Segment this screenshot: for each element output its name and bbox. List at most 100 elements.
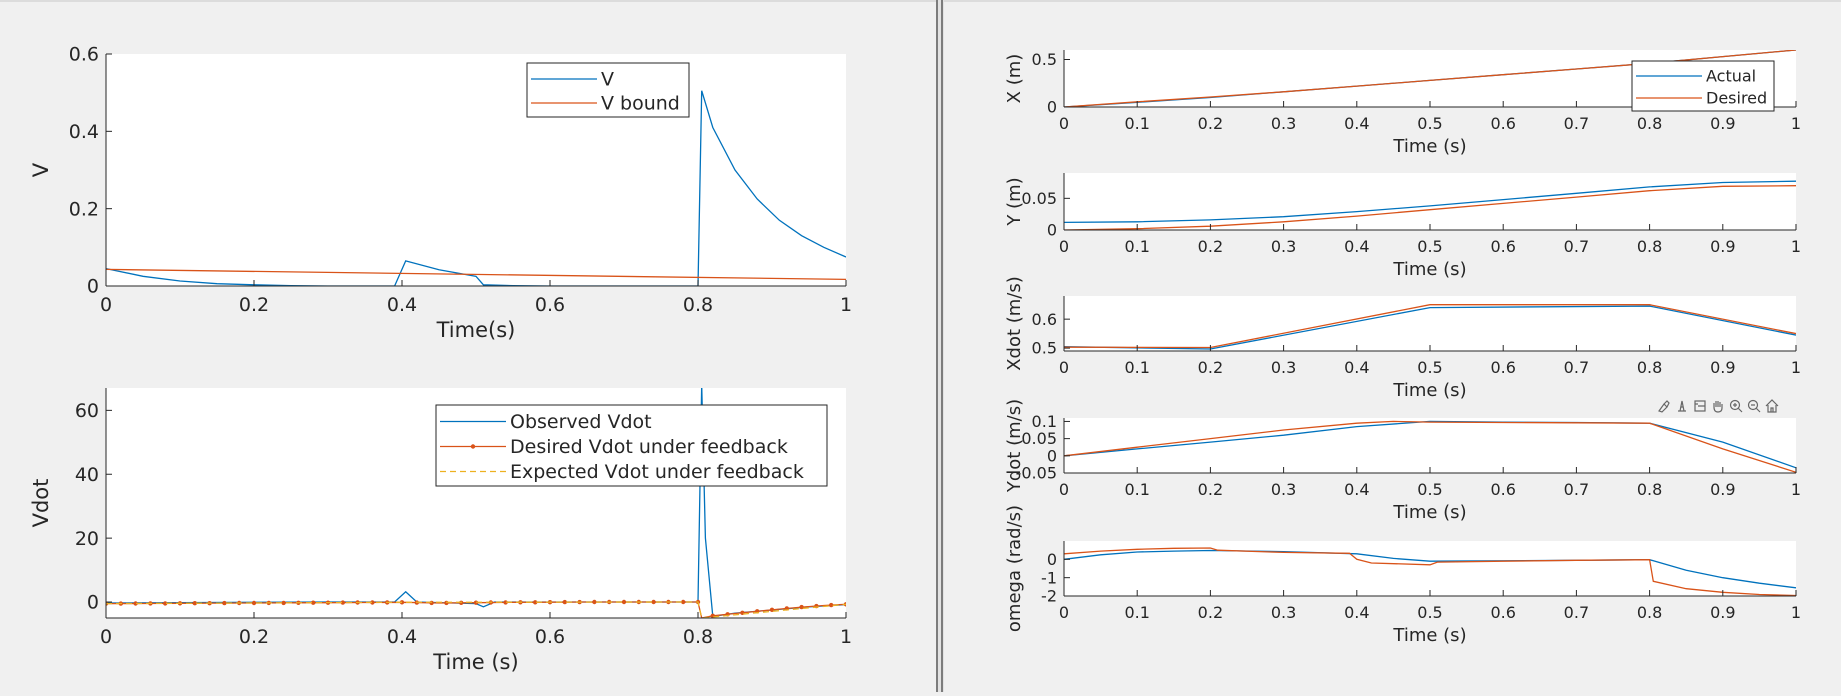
- x-tick-label: 0.8: [683, 294, 713, 316]
- y-plot[interactable]: 0 0.1 0.2 0.3 0.4 0.5 0.6 0.7 0.8 0.9 1 0 0.05 Time (…: [1004, 173, 1801, 280]
- x-tick-label: 1: [1791, 358, 1801, 377]
- x-tick-label: 0.4: [1344, 237, 1369, 256]
- x-tick-label: 0: [1059, 603, 1069, 622]
- omega-plot[interactable]: 0 0.1 0.2 0.3 0.4 0.5 0.6 0.7 0.8 0.9 1 -2-10 Time (…: [1004, 505, 1801, 646]
- series-marker: [503, 600, 508, 605]
- x-tick-label: 0.5: [1417, 480, 1442, 499]
- plot-area[interactable]: [106, 54, 846, 286]
- x-axis-label: Time (s): [1392, 136, 1466, 157]
- zoom-out-icon[interactable]: [1746, 398, 1762, 414]
- home-icon[interactable]: [1764, 398, 1780, 414]
- y-axis-label: Xdot (m/s): [1004, 276, 1025, 371]
- series-marker: [651, 599, 656, 605]
- x-tick-label: 0.6: [1490, 358, 1515, 377]
- y-tick-label: 0.5: [1032, 50, 1057, 69]
- x-tick-label: 0.6: [1490, 603, 1515, 622]
- x-axis-label: Time (s): [1392, 625, 1466, 646]
- x-tick-label: 0.9: [1710, 603, 1735, 622]
- x-tick-label: 0.6: [535, 294, 565, 316]
- export-icon[interactable]: [1692, 398, 1708, 414]
- x-tick-label: 0.2: [1198, 358, 1223, 377]
- y-tick-label: -2: [1041, 587, 1057, 606]
- legend-entry: Desired: [1706, 89, 1767, 108]
- y-tick-label: 0: [1047, 550, 1057, 569]
- series-marker: [829, 602, 834, 608]
- series-marker: [281, 600, 286, 606]
- y-tick-label: 0.4: [69, 121, 99, 143]
- y-tick-label: 0.6: [69, 44, 99, 66]
- legend-entry: Expected Vdot under feedback: [510, 461, 804, 483]
- x-tick-label: 0.5: [1417, 114, 1442, 133]
- x-plot[interactable]: 0 0.1 0.2 0.3 0.4 0.5 0.6 0.7 0.8 0.9 1 0 0.5 Time (s…: [1004, 50, 1801, 157]
- ydot-plot[interactable]: 0 0.1 0.2 0.3 0.4 0.5 0.6 0.7 0.8 0.9 1-0.0500.050…: [1004, 399, 1801, 523]
- y-tick-label: 0.1: [1032, 412, 1057, 431]
- brush-icon[interactable]: [1656, 398, 1672, 414]
- series-marker: [681, 599, 686, 605]
- window-divider[interactable]: [936, 0, 944, 692]
- legend-entry: Observed Vdot: [510, 411, 652, 433]
- x-tick-label: 0.8: [1637, 358, 1662, 377]
- x-tick-label: 0.5: [1417, 358, 1442, 377]
- x-tick-label: 0.8: [1637, 114, 1662, 133]
- legend-entry: V: [601, 69, 614, 91]
- y-axis-label: Vdot: [29, 479, 53, 528]
- pan-icon[interactable]: [1710, 398, 1726, 414]
- x-tick-label: 0.3: [1271, 358, 1296, 377]
- y-tick-label: 0.05: [1021, 429, 1057, 448]
- x-tick-label: 0.2: [239, 294, 269, 316]
- y-tick-label: 40: [75, 464, 99, 486]
- series-group: [1064, 420, 1796, 473]
- plot-area[interactable]: [1064, 541, 1796, 596]
- x-tick-label: 0.4: [387, 294, 417, 316]
- x-axis-label: Time(s): [436, 318, 516, 342]
- series-line-expected-vdot-under-feedback: [106, 601, 846, 618]
- y-tick-label: 0: [87, 592, 99, 614]
- x-tick-label: 0.1: [1124, 358, 1149, 377]
- series-line-1: [1064, 420, 1796, 469]
- x-axis-label: Time (s): [1392, 259, 1466, 280]
- data-tips-icon[interactable]: [1674, 398, 1690, 414]
- x-tick-label: 0.3: [1271, 480, 1296, 499]
- x-tick-label: 0.3: [1271, 114, 1296, 133]
- x-tick-label: 0.8: [1637, 480, 1662, 499]
- series-marker: [222, 600, 227, 606]
- x-axis-label: Time (s): [432, 650, 518, 674]
- series-group: [106, 388, 846, 618]
- x-tick-label: 0.9: [1710, 237, 1735, 256]
- legend[interactable]: Actual Desired: [1631, 60, 1775, 112]
- zoom-in-icon[interactable]: [1728, 398, 1744, 414]
- x-tick-label: 0.2: [1198, 480, 1223, 499]
- series-marker: [192, 601, 197, 606]
- x-tick-label: 0.4: [387, 626, 417, 648]
- series-marker: [399, 600, 405, 605]
- xdot-plot[interactable]: 0 0.1 0.2 0.3 0.4 0.5 0.6 0.7 0.8 0.9 1 0.5 0.6 Time …: [1004, 276, 1801, 401]
- x-tick-label: 0.1: [1124, 237, 1149, 256]
- legend[interactable]: Observed Vdot Desired Vdot under feedback…: [435, 404, 828, 487]
- x-tick-label: 0.9: [1710, 358, 1735, 377]
- x-tick-label: 0.8: [683, 626, 713, 648]
- x-tick-label: 0: [100, 626, 112, 648]
- series-marker: [340, 600, 345, 605]
- y-axis-label: Ydot (m/s): [1004, 399, 1025, 493]
- y-tick-label: -0.05: [1016, 464, 1057, 483]
- x-axis-label: Time (s): [1392, 380, 1466, 401]
- x-tick-label: 0.1: [1124, 603, 1149, 622]
- series-group: [1064, 304, 1796, 350]
- series-group: [1064, 180, 1796, 230]
- series-line-1: [1064, 549, 1796, 589]
- x-tick-label: 0.7: [1564, 603, 1589, 622]
- x-tick-label: 0.7: [1564, 237, 1589, 256]
- x-tick-label: 0.9: [1710, 480, 1735, 499]
- legend[interactable]: VV bound: [526, 62, 690, 118]
- charts-layer: 0 0.2 0.4 0.6 0.8 1 0 0.2 0.4 0.6 Time(s) VVV bound…: [29, 44, 1801, 674]
- plot-area[interactable]: [1064, 418, 1796, 473]
- x-axis-label: Time (s): [1392, 502, 1466, 523]
- series-line-2: [1064, 547, 1796, 596]
- x-tick-label: 0.2: [239, 626, 269, 648]
- x-tick-label: 1: [840, 294, 852, 316]
- x-tick-label: 0: [1059, 358, 1069, 377]
- series-marker: [311, 600, 316, 605]
- vdot-plot[interactable]: 0 0.2 0.4 0.6 0.8 1 0 20 40 60 Time (s) Vdot Observe…: [29, 385, 852, 674]
